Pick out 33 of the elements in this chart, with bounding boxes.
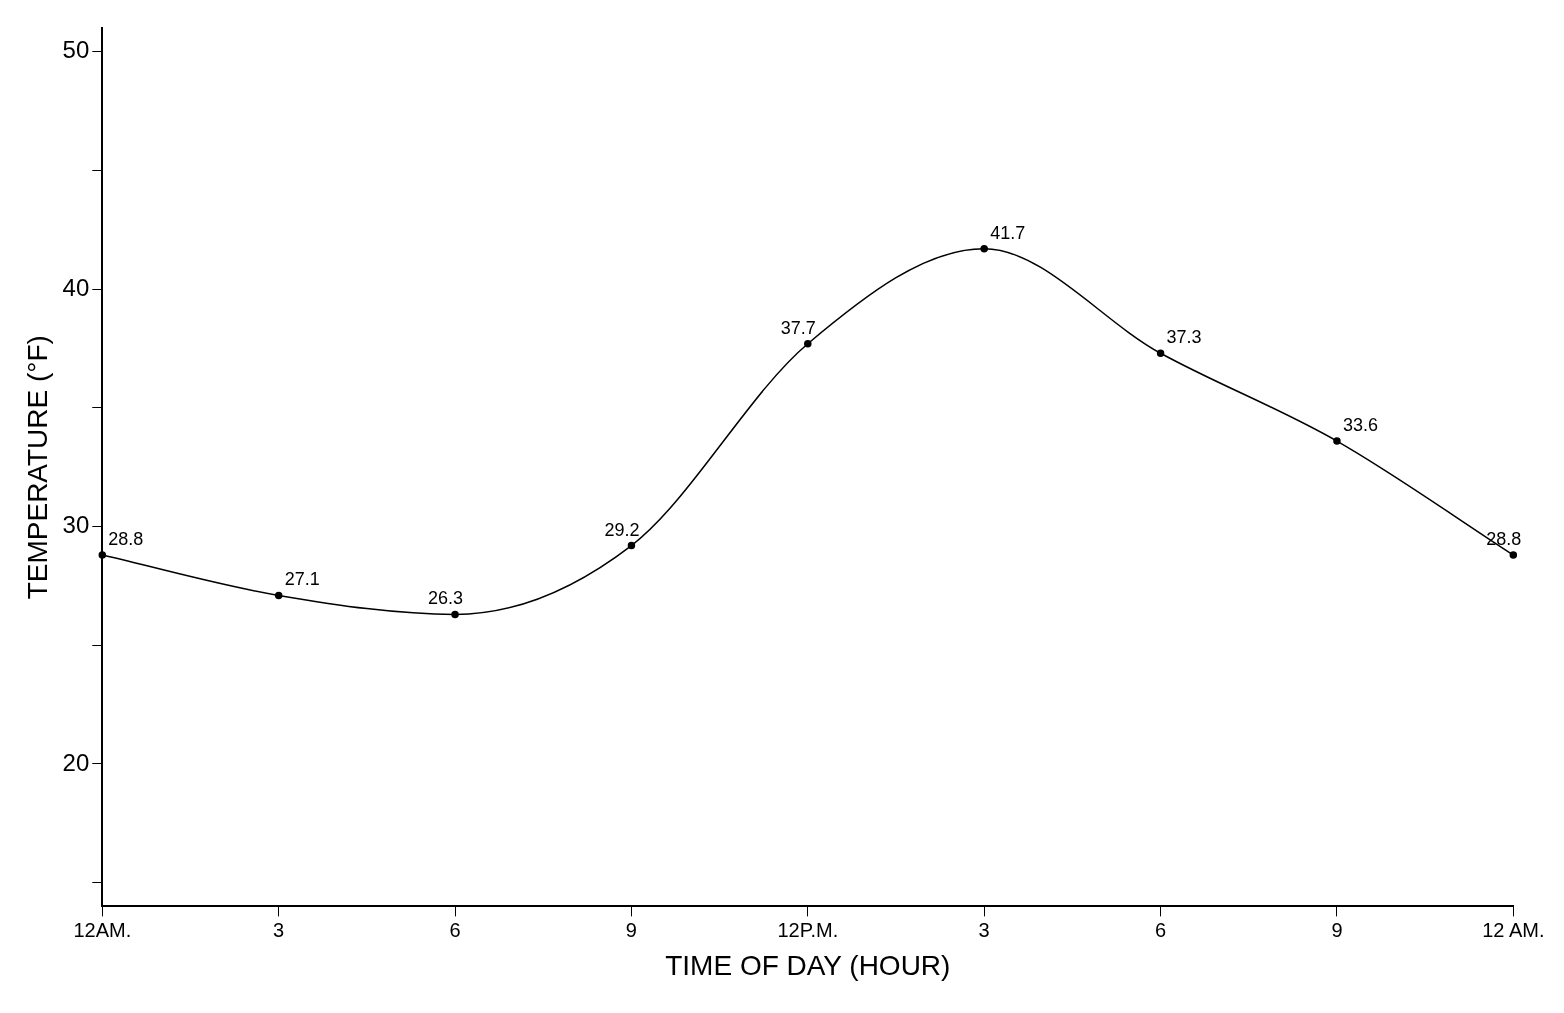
point: [980, 245, 988, 253]
point: [1156, 349, 1165, 357]
point: [627, 541, 636, 550]
point: [451, 610, 459, 619]
point: [274, 591, 283, 600]
y-tick-label: 50: [62, 36, 90, 64]
data-label: 29.2: [604, 519, 640, 540]
data-label: 26.3: [428, 588, 464, 609]
y-tick-label: 40: [62, 273, 90, 301]
data-label: 27.1: [284, 569, 320, 590]
data-label: 41.7: [990, 222, 1026, 243]
x-axis-title: TIME OF DAY (HOUR): [665, 949, 951, 981]
x-tick-label: 9: [625, 918, 637, 941]
x-tick-label: 12AM.: [73, 918, 132, 941]
x-tick-label: 9: [1331, 918, 1343, 941]
data-label: 28.8: [1486, 529, 1522, 550]
point: [804, 340, 812, 348]
data-label: 28.8: [108, 529, 144, 550]
point: [1333, 437, 1341, 445]
point: [98, 551, 107, 559]
x-tick-label: 3: [978, 918, 990, 941]
y-axis-title: TEMPERATURE (°F): [21, 335, 53, 600]
x-tick-label: 3: [273, 918, 285, 941]
data-label: 37.3: [1166, 327, 1202, 348]
x-tick-label: 6: [1155, 918, 1167, 941]
point: [1509, 551, 1518, 559]
data-label: 33.6: [1342, 415, 1378, 436]
y-tick-label: 20: [62, 748, 90, 776]
x-tick-label: 12P.M.: [777, 918, 839, 941]
x-tick-label: 6: [449, 918, 461, 941]
y-tick-label: 30: [62, 511, 90, 539]
x-tick-label: 12 AM.: [1482, 918, 1545, 941]
data-label: 37.7: [780, 317, 816, 338]
